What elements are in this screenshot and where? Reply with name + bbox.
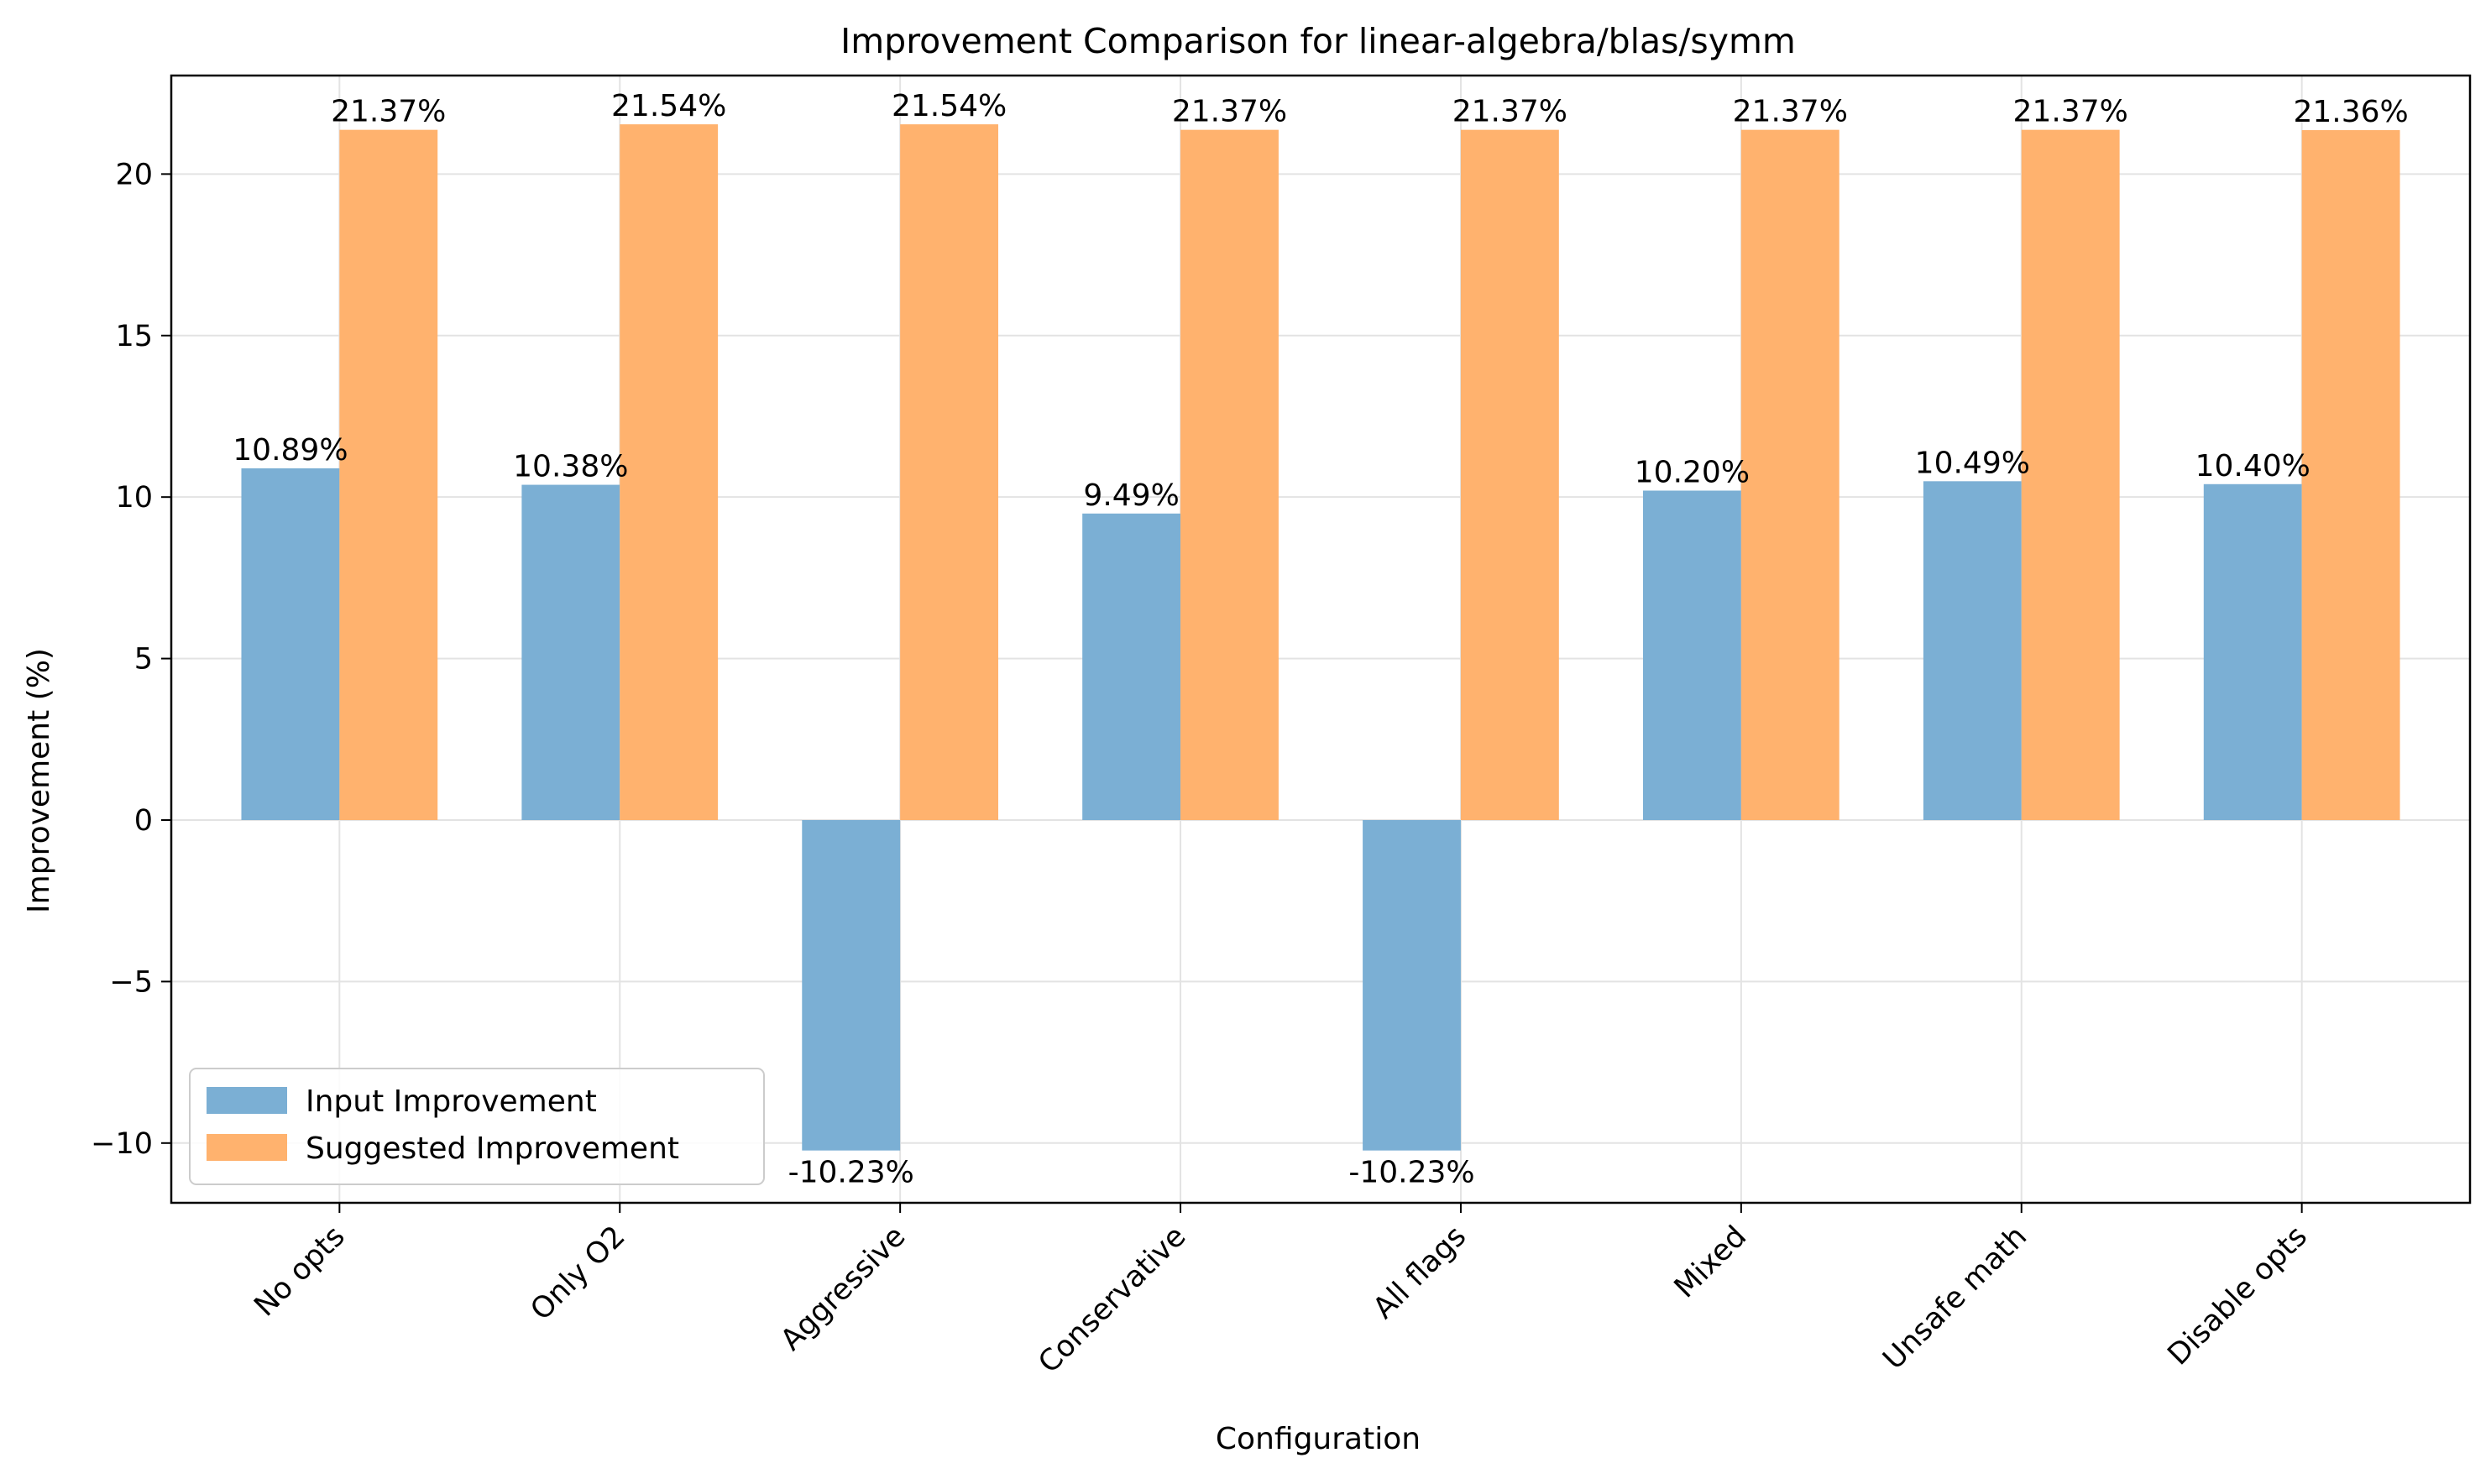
bar-value-label: 21.37% [1172,95,1287,129]
legend-box [189,1068,765,1185]
x-tick-label: Mixed [1668,1220,1753,1304]
bar-value-label: 10.49% [1915,446,2030,480]
y-tick-label: 20 [115,158,153,191]
bar-value-label: 21.36% [2293,95,2408,129]
bar-value-label: 9.49% [1083,478,1179,513]
bar-value-label: 21.37% [331,95,446,129]
data-label-layer: 10.89% 10.38% -10.23% 9.49% -10.23% 10.20% 10.… [233,89,2408,1190]
bar-value-label: 10.89% [233,433,348,468]
x-tick-label: Unsafe math [1876,1220,2033,1377]
x-tick-label: Only O2 [525,1220,632,1327]
x-axis-label: Configuration [1216,1422,1421,1456]
suggested-improvement-bar [620,124,719,820]
input-improvement-bar [1642,490,1741,820]
suggested-improvement-bar [2301,130,2400,820]
legend: Input Improvement Suggested Improvement [189,1068,765,1185]
input-improvement-bar [241,468,340,820]
bar-value-label: 21.37% [2013,95,2128,129]
legend-swatch [207,1087,287,1114]
y-axis-label: Improvement (%) [22,648,56,913]
grid-layer [171,76,2470,1203]
bar-value-label: 10.38% [513,450,628,484]
suggested-improvement-bar [2021,129,2120,820]
bar-value-label: 10.40% [2195,449,2310,483]
suggested-improvement-bar [1180,129,1279,820]
bar-value-label: -10.23% [788,1156,914,1190]
legend-swatch [207,1134,287,1161]
y-tick-label: 15 [115,320,153,353]
y-tick-label: −10 [91,1127,153,1161]
bar-layer [241,124,2400,1151]
bar-value-label: 21.54% [892,89,1007,123]
chart-title: Improvement Comparison for linear-algebr… [840,21,1796,61]
input-improvement-bar [1082,513,1181,820]
suggested-improvement-bar [900,124,999,820]
bar-value-label: 21.54% [611,89,726,123]
input-improvement-bar [802,819,901,1151]
bar-value-label: 10.20% [1635,455,1750,489]
input-improvement-bar [521,484,620,820]
plot-frame [170,74,2472,1204]
y-tick-label: 0 [134,804,153,838]
y-tick-label: 10 [115,481,153,515]
legend-entry-label: Suggested Improvement [306,1131,679,1166]
bar-value-label: 21.37% [1733,95,1848,129]
x-tick-label: All flags [1367,1220,1473,1325]
suggested-improvement-bar [1460,129,1559,820]
suggested-improvement-bar [339,129,438,820]
x-tick-label: Conservative [1032,1220,1192,1380]
x-tick-label: Aggressive [774,1220,912,1357]
input-improvement-bar [1363,819,1461,1151]
bar-value-label: 21.37% [1452,95,1567,129]
input-improvement-bar [2203,483,2302,820]
suggested-improvement-bar [1740,129,1839,820]
y-tick-label: −5 [109,965,153,999]
input-improvement-bar [1923,481,2022,820]
x-tick-label: Disable opts [2162,1220,2314,1372]
x-tick-label: No opts [248,1220,351,1323]
y-tick-label: 5 [134,643,153,677]
legend-entry-label: Input Improvement [306,1084,597,1119]
bar-value-label: -10.23% [1348,1156,1474,1190]
